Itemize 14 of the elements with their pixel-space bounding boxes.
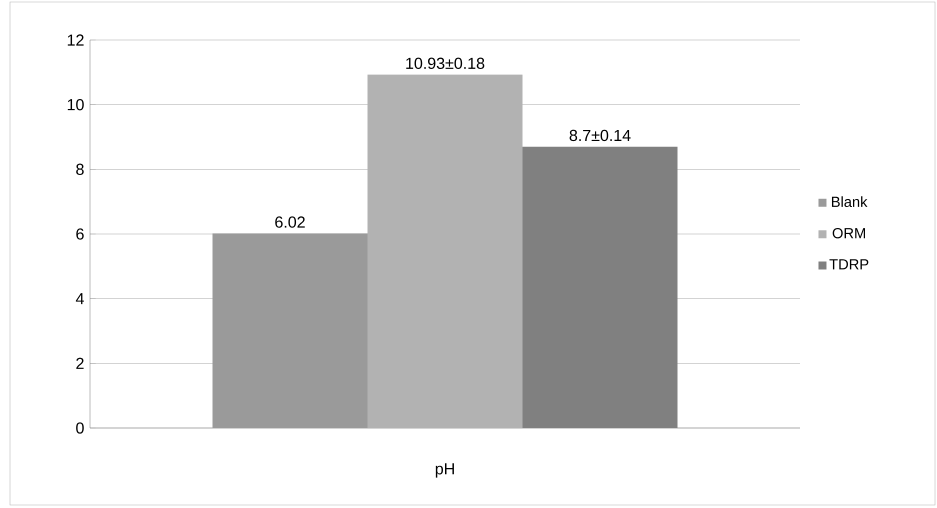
- data-label: 10.93±0.18: [406, 58, 484, 69]
- x-tick-label: pH: [436, 463, 454, 478]
- y-tick-label: 10: [68, 99, 84, 110]
- y-tick-label: 12: [68, 34, 84, 46]
- legend-label: ORM: [832, 228, 865, 238]
- y-tick-label: 6: [76, 228, 84, 240]
- y-tick-label: 2: [76, 358, 84, 369]
- data-label: 6.02: [275, 216, 305, 228]
- y-tick-label: 4: [76, 293, 84, 304]
- y-tick-label: 8: [76, 164, 84, 175]
- legend-label: Blank: [832, 196, 868, 208]
- y-tick-label: 0: [76, 422, 84, 434]
- legend-label: TDRP: [829, 259, 868, 270]
- data-label: 8.7±0.14: [570, 130, 631, 142]
